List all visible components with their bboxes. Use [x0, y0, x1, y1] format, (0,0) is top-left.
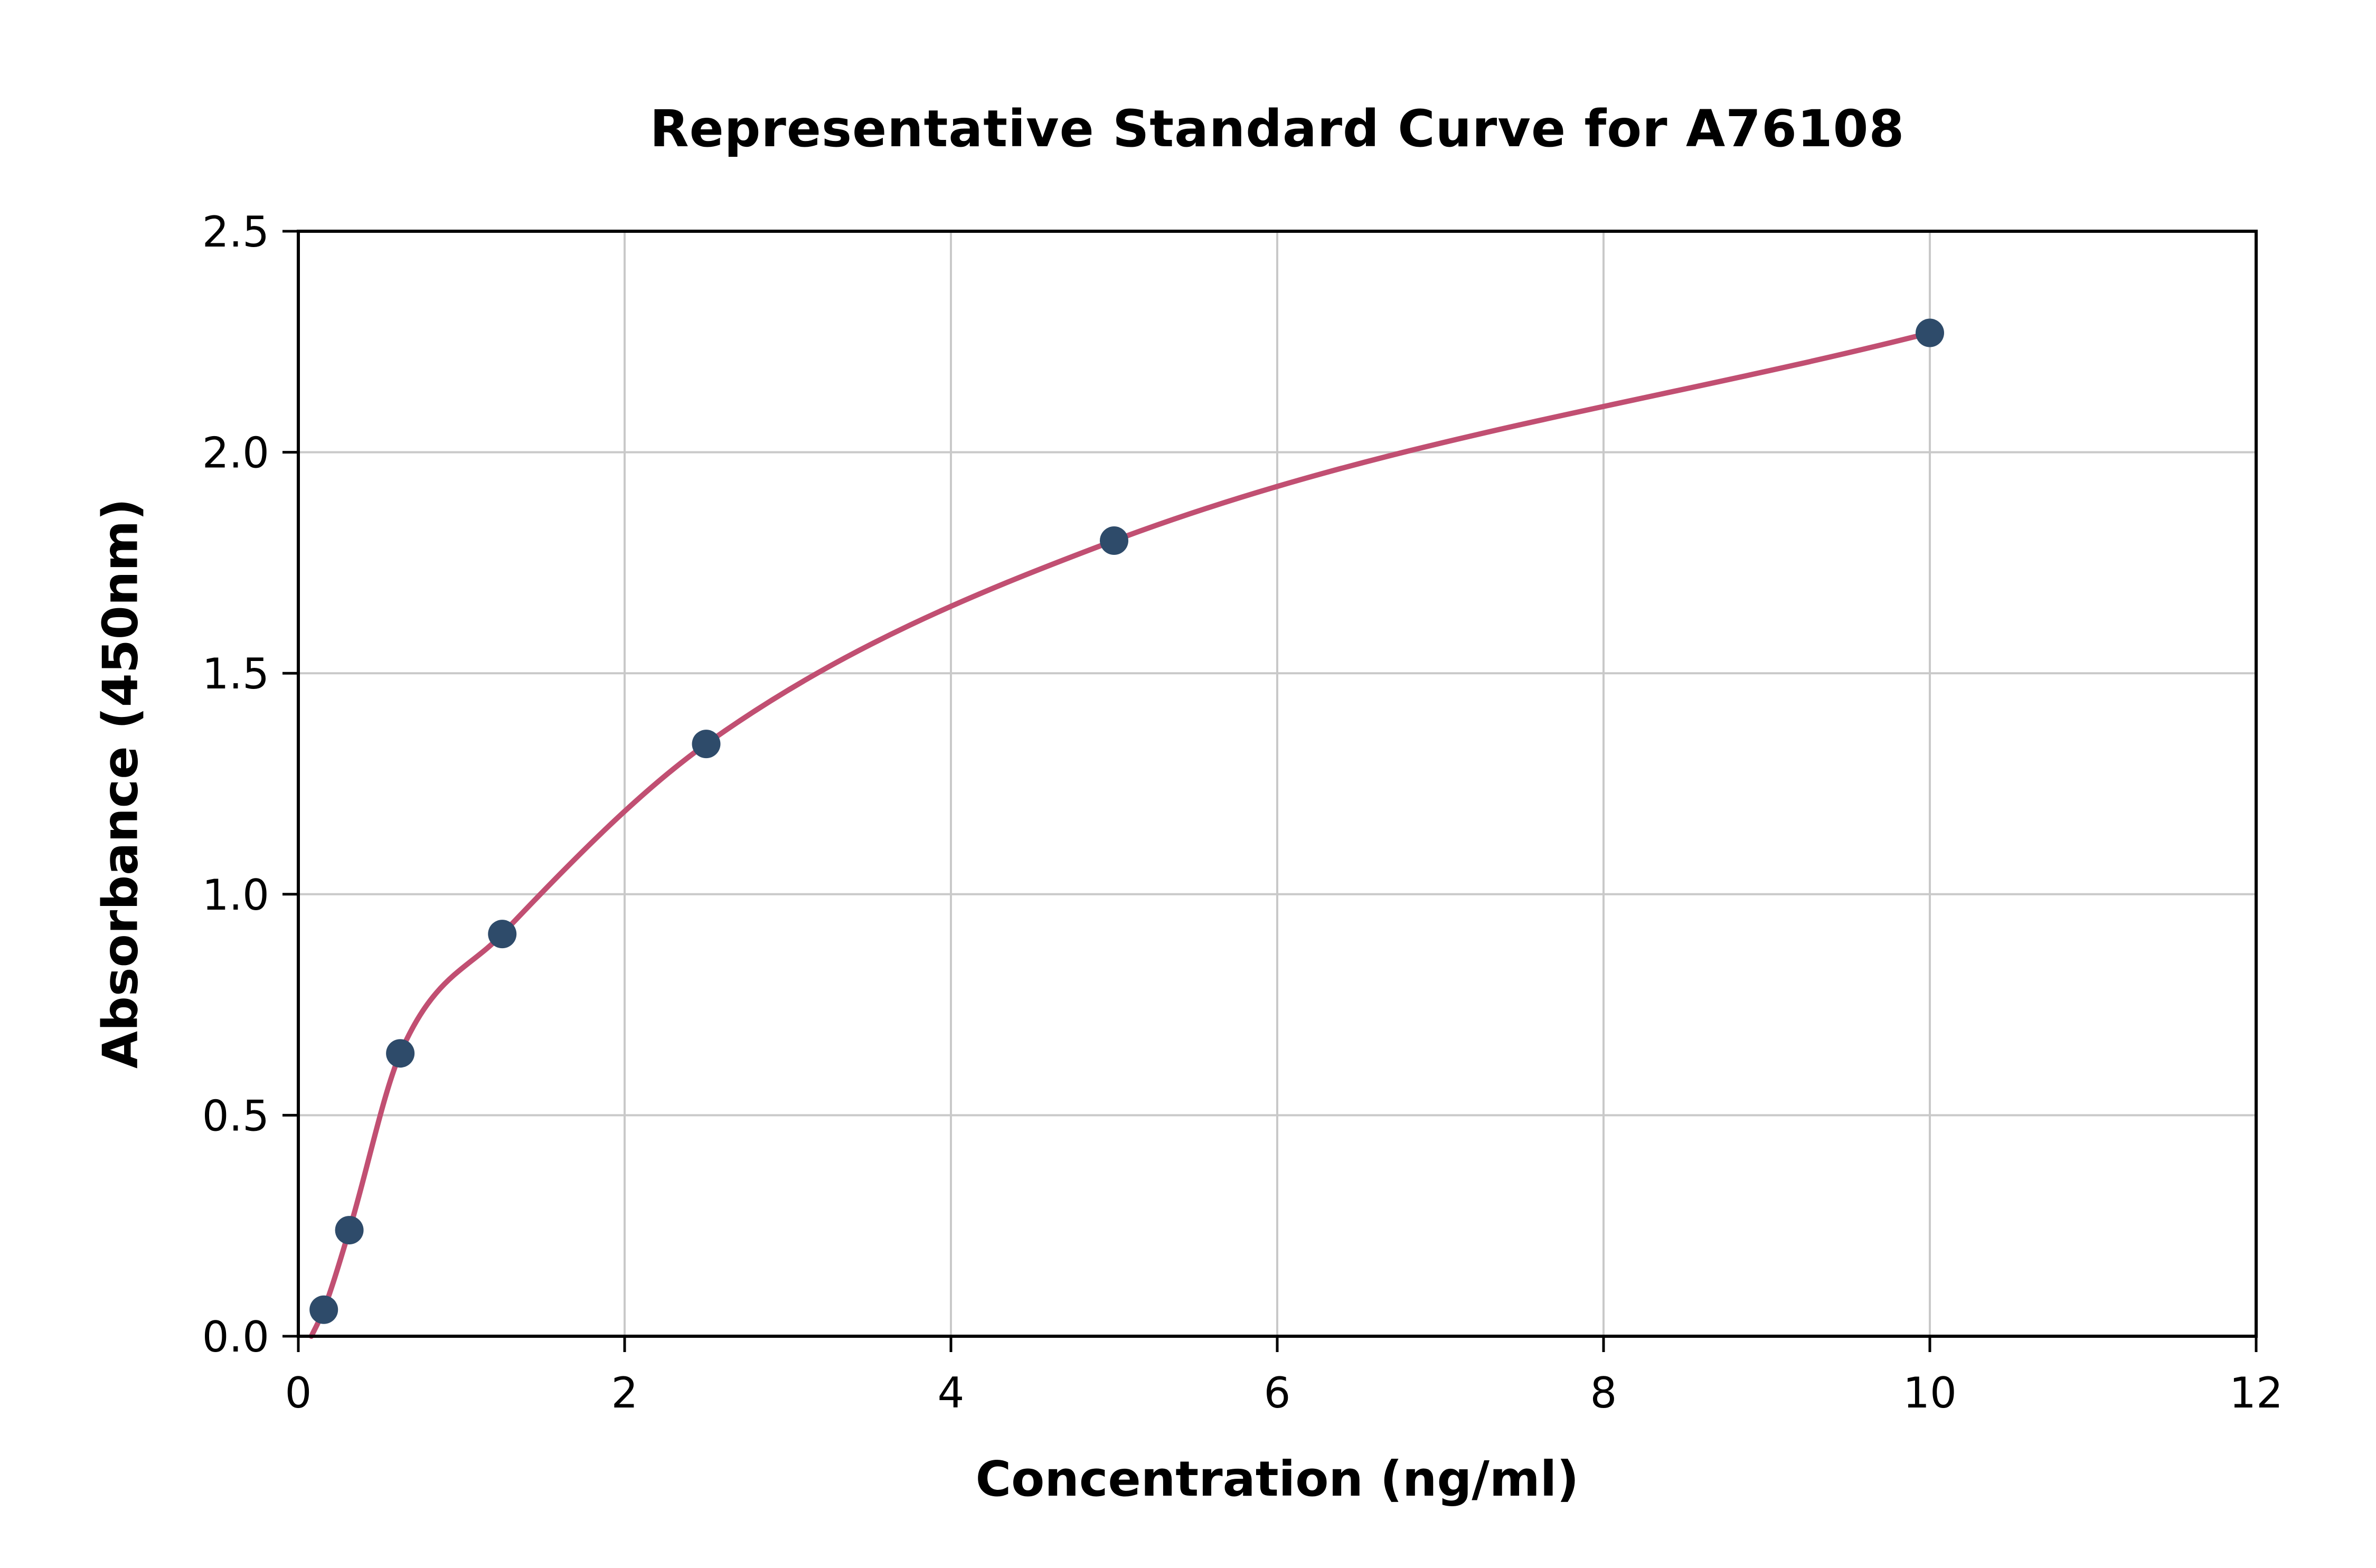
data-point: [309, 1295, 338, 1324]
x-tick-label: 4: [938, 1368, 965, 1418]
y-tick-label: 0.5: [202, 1091, 269, 1140]
data-point: [1100, 526, 1128, 555]
y-tick-label: 2.5: [202, 207, 269, 257]
data-point: [1916, 318, 1944, 347]
chart-title: Representative Standard Curve for A76108: [649, 99, 1905, 158]
y-tick-label: 0.0: [202, 1312, 269, 1362]
y-tick-label: 2.0: [202, 429, 269, 478]
data-point: [488, 920, 517, 949]
fit-curve: [308, 330, 1932, 1339]
x-tick-label: 0: [285, 1368, 312, 1418]
data-point: [335, 1216, 364, 1245]
x-tick-label: 6: [1264, 1368, 1291, 1418]
x-axis-label: Concentration (ng/ml): [975, 1451, 1579, 1507]
x-tick-label: 2: [611, 1368, 638, 1418]
y-tick-label: 1.0: [202, 871, 269, 920]
y-tick-label: 1.5: [202, 649, 269, 698]
data-point: [386, 1039, 415, 1068]
x-tick-label: 12: [2229, 1368, 2283, 1418]
plot-frame: [297, 230, 2258, 1338]
x-tick-label: 10: [1903, 1368, 1957, 1418]
data-point: [692, 730, 721, 759]
x-tick-label: 8: [1590, 1368, 1617, 1418]
